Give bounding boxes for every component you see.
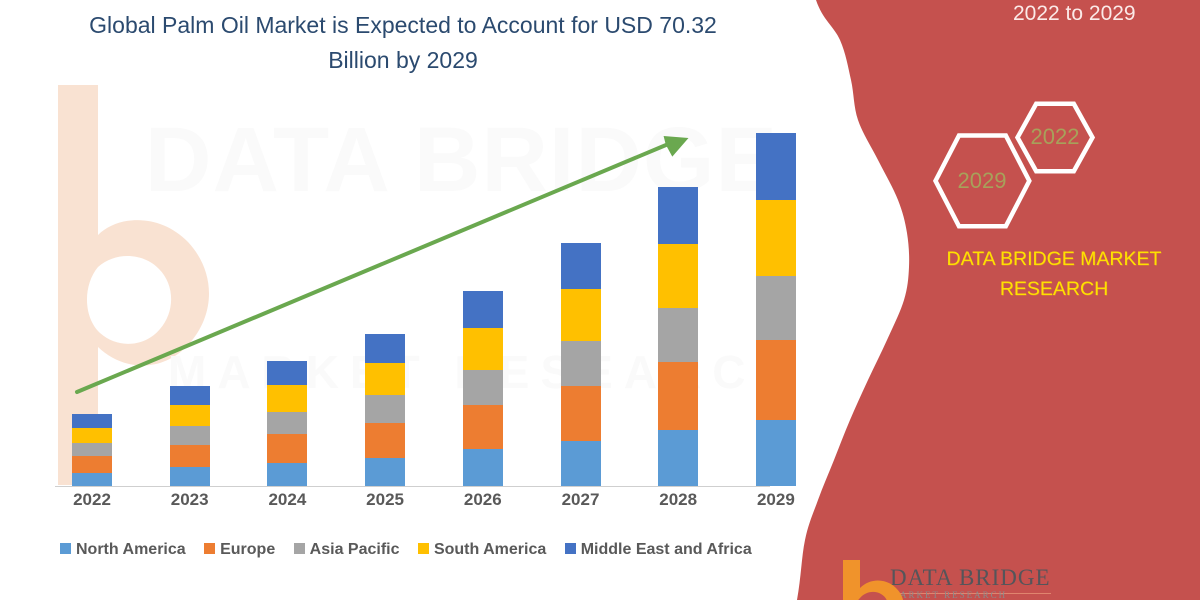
svg-text:2022: 2022 (1031, 124, 1080, 149)
svg-text:2029: 2029 (958, 168, 1007, 193)
